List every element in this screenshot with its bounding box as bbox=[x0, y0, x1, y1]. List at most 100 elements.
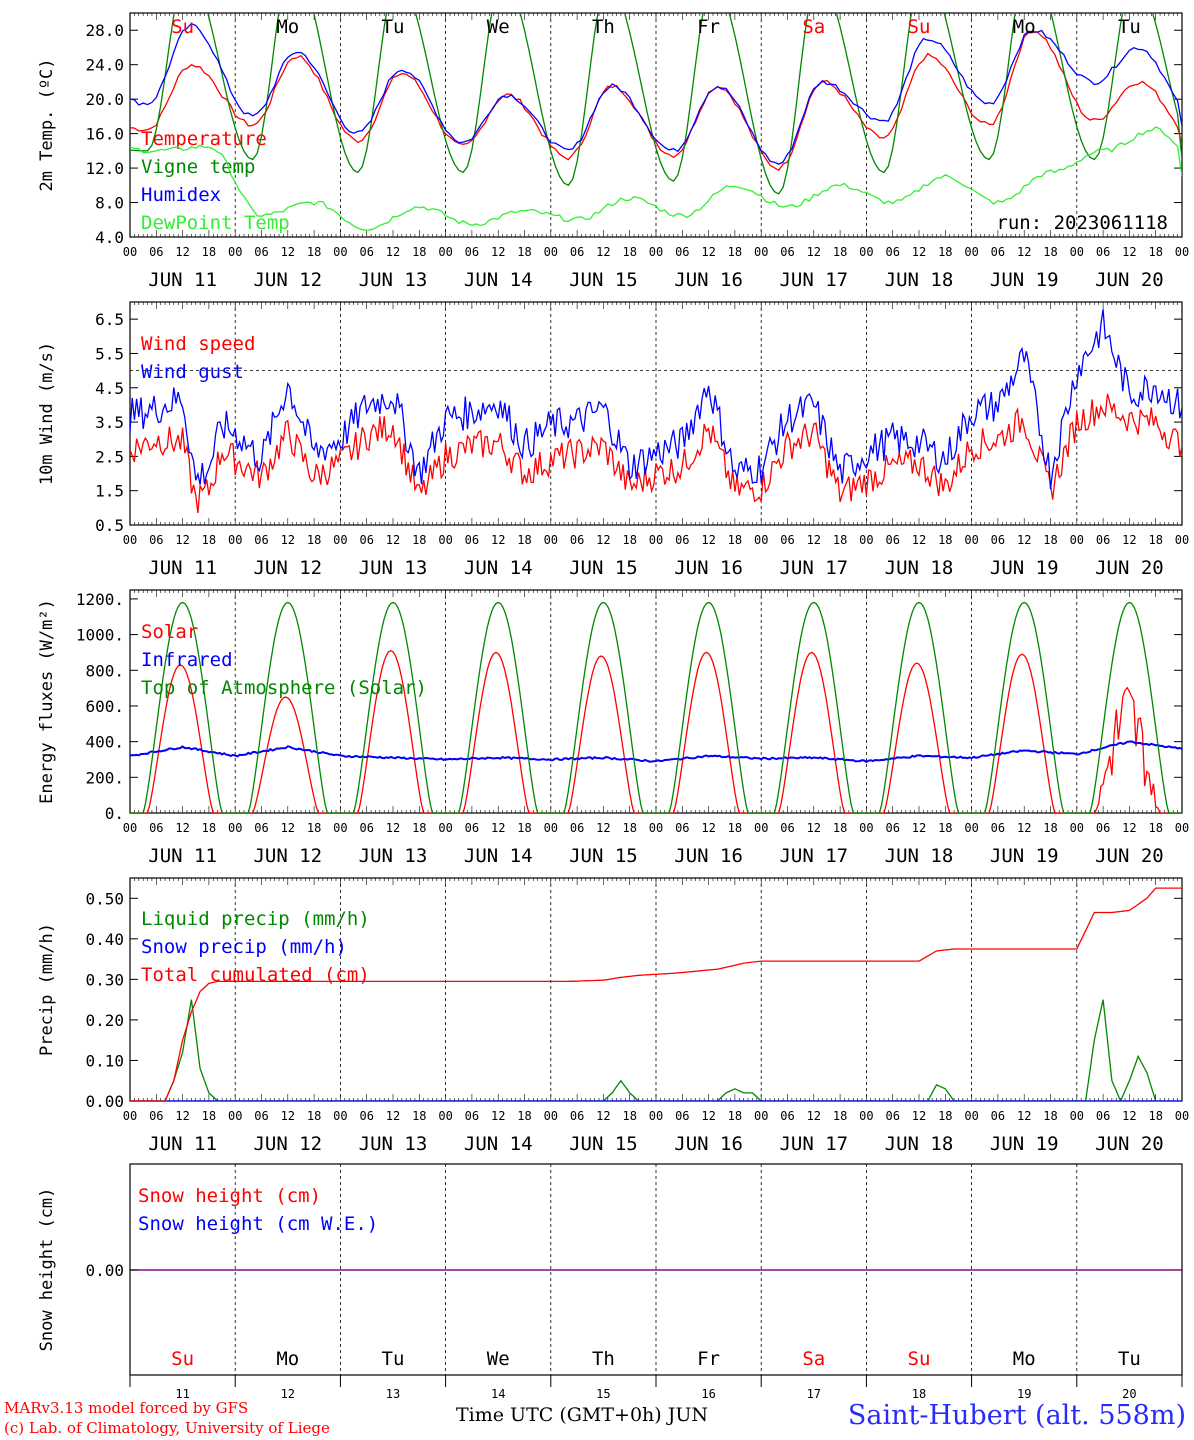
panel-5: Snow height (cm) Snow height (cm) Snow hei… bbox=[37, 1163, 1183, 1401]
hour-tick-label: 00 bbox=[438, 1109, 452, 1123]
legend-entry: Humidex bbox=[141, 184, 221, 206]
date-label: JUN 17 bbox=[779, 557, 848, 579]
date-label: JUN 11 bbox=[148, 1133, 217, 1155]
hour-tick-label: 00 bbox=[964, 533, 978, 547]
hour-tick-label: 06 bbox=[780, 821, 794, 835]
series-line-solar bbox=[130, 649, 1182, 813]
hour-tick-label: 18 bbox=[517, 533, 531, 547]
y-tick-label: 12.0 bbox=[85, 159, 124, 178]
hour-tick-label: 18 bbox=[202, 245, 216, 259]
legend-entry: Infrared bbox=[141, 649, 233, 671]
hour-tick-label: 12 bbox=[1122, 1109, 1136, 1123]
hour-tick-label: 00 bbox=[1070, 1109, 1084, 1123]
hour-tick-label: 12 bbox=[281, 821, 295, 835]
hour-tick-label: 00 bbox=[1070, 821, 1084, 835]
y-tick-label: 0.00 bbox=[85, 1261, 124, 1280]
hour-tick-label: 12 bbox=[175, 533, 189, 547]
date-label: JUN 14 bbox=[464, 269, 533, 291]
hour-tick-label: 18 bbox=[833, 821, 847, 835]
hour-tick-label: 06 bbox=[465, 821, 479, 835]
panel-2: 00 06 12 18 JUN 11 00 06 12 18 JUN 12 00 06 12 18 JUN … bbox=[37, 301, 1189, 579]
legend-entry: Snow height (cm W.E.) bbox=[138, 1213, 378, 1235]
day-name: Su bbox=[171, 16, 194, 38]
y-axis-label: Snow height (cm) bbox=[37, 1188, 57, 1352]
hour-tick-label: 18 bbox=[517, 245, 531, 259]
hour-tick-label: 06 bbox=[570, 821, 584, 835]
hour-tick-label: 00 bbox=[228, 1109, 242, 1123]
hour-tick-label: 18 bbox=[517, 1109, 531, 1123]
day-number-label: 16 bbox=[701, 1387, 715, 1401]
hour-tick-label: 00 bbox=[438, 533, 452, 547]
date-label: JUN 19 bbox=[990, 269, 1059, 291]
hour-tick-label: 06 bbox=[885, 821, 899, 835]
hour-tick-label: 18 bbox=[1043, 821, 1057, 835]
series-line-humidex bbox=[130, 22, 1182, 165]
series-line-infrared bbox=[130, 740, 1182, 764]
hour-tick-label: 00 bbox=[1175, 245, 1189, 259]
date-label: JUN 14 bbox=[464, 845, 533, 867]
hour-tick-label: 06 bbox=[465, 533, 479, 547]
hour-tick-label: 18 bbox=[622, 821, 636, 835]
series-line-vigne-temp bbox=[130, 13, 1182, 195]
hour-tick-label: 12 bbox=[807, 245, 821, 259]
y-tick-label: 400. bbox=[85, 733, 124, 752]
day-name: Tu bbox=[382, 16, 405, 38]
hour-tick-label: 00 bbox=[754, 1109, 768, 1123]
hour-tick-label: 06 bbox=[254, 533, 268, 547]
y-tick-label: 0.50 bbox=[85, 889, 124, 908]
hour-tick-label: 00 bbox=[333, 533, 347, 547]
hour-tick-label: 06 bbox=[570, 1109, 584, 1123]
day-number-label: 20 bbox=[1122, 1387, 1136, 1401]
hour-tick-label: 18 bbox=[833, 245, 847, 259]
date-label: JUN 18 bbox=[885, 269, 954, 291]
hour-tick-label: 12 bbox=[1017, 1109, 1031, 1123]
hour-tick-label: 18 bbox=[1043, 533, 1057, 547]
series-line-top-of-atmosphere-solar- bbox=[130, 601, 1182, 813]
hour-tick-label: 06 bbox=[675, 533, 689, 547]
hour-tick-label: 18 bbox=[728, 245, 742, 259]
day-name: Th bbox=[592, 1348, 615, 1370]
hour-tick-label: 12 bbox=[912, 533, 926, 547]
plot-frame bbox=[129, 589, 1183, 814]
y-tick-label: 0.40 bbox=[85, 930, 124, 949]
hour-tick-label: 06 bbox=[570, 533, 584, 547]
y-tick-label: 0. bbox=[105, 804, 124, 823]
date-label: JUN 15 bbox=[569, 557, 638, 579]
hour-tick-label: 00 bbox=[1070, 245, 1084, 259]
hour-tick-label: 00 bbox=[333, 1109, 347, 1123]
hour-tick-label: 12 bbox=[807, 1109, 821, 1123]
hour-tick-label: 18 bbox=[1148, 245, 1162, 259]
y-tick-label: 1000. bbox=[76, 626, 124, 645]
credit-line-2: (c) Lab. of Climatology, University of L… bbox=[4, 1419, 330, 1437]
day-name: We bbox=[487, 1348, 510, 1370]
y-tick-label: 5.5 bbox=[95, 344, 124, 363]
credit-line-1: MARv3.13 model forced by GFS bbox=[4, 1399, 249, 1417]
hour-tick-label: 00 bbox=[754, 245, 768, 259]
hour-tick-label: 00 bbox=[228, 245, 242, 259]
hour-tick-label: 06 bbox=[465, 245, 479, 259]
hour-tick-label: 18 bbox=[202, 1109, 216, 1123]
hour-tick-label: 12 bbox=[912, 1109, 926, 1123]
legend-entry: Snow precip (mm/h) bbox=[141, 936, 347, 958]
hour-tick-label: 06 bbox=[149, 1109, 163, 1123]
date-label: JUN 20 bbox=[1095, 845, 1164, 867]
hour-tick-label: 06 bbox=[675, 821, 689, 835]
hour-tick-label: 06 bbox=[1096, 533, 1110, 547]
hour-tick-label: 00 bbox=[859, 533, 873, 547]
hour-tick-label: 06 bbox=[1096, 821, 1110, 835]
legend-entry: Vigne temp bbox=[141, 156, 255, 178]
hour-tick-label: 12 bbox=[1017, 821, 1031, 835]
hour-tick-label: 12 bbox=[175, 245, 189, 259]
day-number-label: 15 bbox=[596, 1387, 610, 1401]
y-tick-label: 1.5 bbox=[95, 482, 124, 501]
series-line-total-cumulated-cm- bbox=[130, 887, 1182, 1101]
y-tick-label: 16.0 bbox=[85, 125, 124, 144]
day-name: We bbox=[487, 16, 510, 38]
hour-tick-label: 12 bbox=[1122, 821, 1136, 835]
hour-tick-label: 18 bbox=[622, 533, 636, 547]
series-line-liquid-precip-mm-h- bbox=[130, 999, 1157, 1101]
hour-tick-label: 00 bbox=[649, 533, 663, 547]
hour-tick-label: 00 bbox=[964, 821, 978, 835]
date-label: JUN 19 bbox=[990, 557, 1059, 579]
plot-frame bbox=[129, 301, 1183, 526]
